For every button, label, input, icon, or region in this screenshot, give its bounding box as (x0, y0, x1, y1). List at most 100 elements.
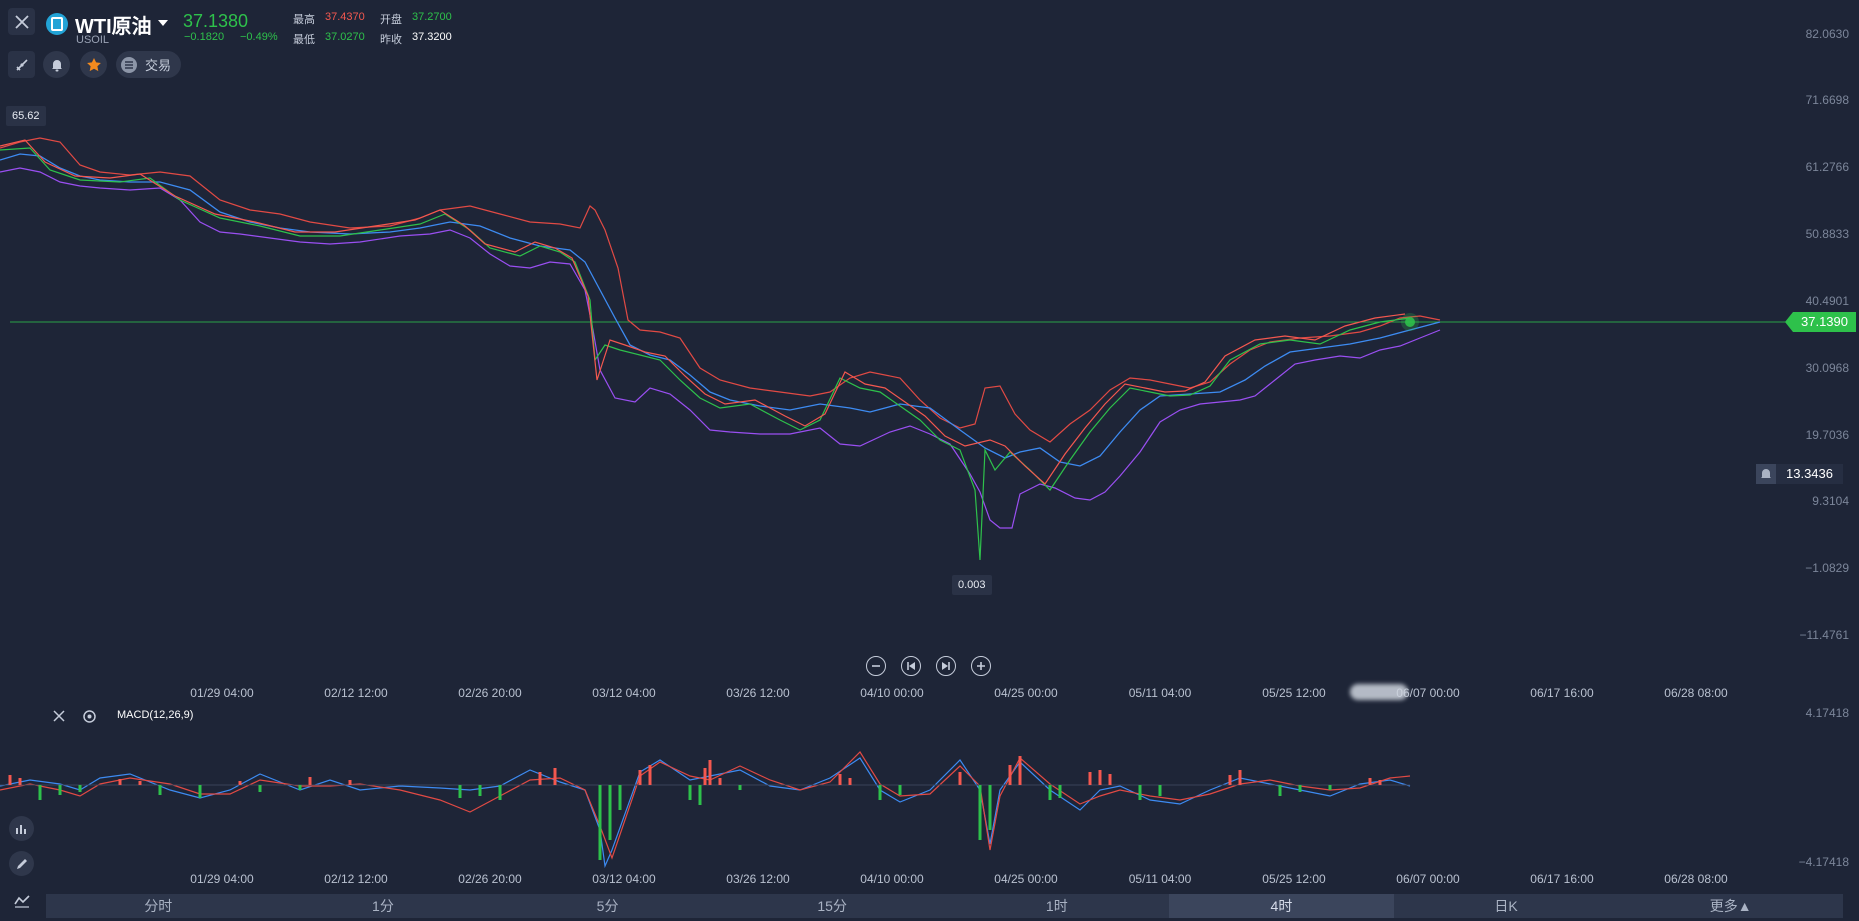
pencil-icon (16, 858, 27, 869)
price-change: −0.1820 (184, 31, 225, 43)
prev-close-value: 37.3200 (412, 31, 452, 43)
last-price: 37.1380 (183, 11, 249, 31)
tab-timeline[interactable]: 分时 (144, 898, 173, 914)
macd-time-axis-label: 06/07 00:00 (1396, 872, 1460, 886)
zoom-in-button[interactable] (971, 656, 991, 676)
macd-time-axis-label: 01/29 04:00 (190, 872, 254, 886)
time-axis-label: 01/29 04:00 (190, 686, 254, 700)
favorite-button[interactable] (80, 51, 107, 78)
crosshair-time-blur (1350, 684, 1408, 700)
indicator-tool-button[interactable] (9, 816, 34, 841)
price-axis-label: 30.0968 (1805, 361, 1849, 375)
draw-tool-button[interactable] (8, 51, 35, 78)
price-axis-label: 61.2766 (1805, 160, 1849, 174)
candlesticks (0, 139, 1411, 561)
alert-button[interactable] (43, 51, 70, 78)
indicator-close-button[interactable] (52, 709, 66, 728)
open-value: 37.2700 (412, 11, 452, 23)
skip-forward-icon (942, 662, 950, 670)
chevron-down-icon[interactable] (158, 20, 168, 26)
tab-4hour[interactable]: 4时 (1169, 894, 1394, 918)
time-axis-label: 05/25 12:00 (1262, 686, 1326, 700)
price-axis-label: 50.8833 (1805, 227, 1849, 241)
macd-time-axis-label: 03/26 12:00 (726, 872, 790, 886)
tab-15min[interactable]: 15分 (817, 898, 847, 914)
timeframe-tabs: 分时 1分 5分 15分 1时 4时 日K 更多▲ (46, 894, 1843, 918)
star-icon (86, 57, 101, 71)
line-chart-toggle[interactable] (9, 888, 34, 913)
tab-1min[interactable]: 1分 (372, 898, 394, 914)
skip-back-icon (907, 662, 915, 670)
line-chart-icon (13, 894, 30, 908)
high-value: 37.4370 (325, 11, 365, 23)
low-value: 37.0270 (325, 31, 365, 43)
time-axis-label: 02/26 20:00 (458, 686, 522, 700)
lower-band-line (0, 167, 1441, 529)
macd-axis-bottom: −4.17418 (1798, 855, 1849, 869)
min-price-marker: 0.003 (952, 575, 992, 595)
current-price-dot (1405, 317, 1415, 327)
open-label: 开盘 (380, 14, 402, 26)
current-price-value: 37.1390 (1793, 312, 1856, 332)
price-axis-label: 71.6698 (1805, 93, 1849, 107)
max-price-marker: 65.62 (6, 106, 46, 126)
alert-price-value: 13.3436 (1776, 464, 1843, 484)
price-axis-label: −11.4761 (1799, 628, 1850, 642)
tab-5min[interactable]: 5分 (596, 898, 619, 914)
indicator-settings-button[interactable] (82, 709, 97, 729)
edit-tool-button[interactable] (9, 851, 34, 876)
price-axis-label: −1.0829 (1805, 561, 1849, 575)
list-icon (121, 56, 137, 73)
symbol-logo (46, 13, 68, 35)
plus-icon (977, 662, 985, 670)
indicator-name: MACD(12,26,9) (117, 709, 194, 721)
time-axis-label: 05/11 04:00 (1128, 686, 1192, 700)
macd-time-axis-label: 04/25 00:00 (994, 872, 1058, 886)
time-axis-label: 04/10 00:00 (860, 686, 924, 700)
moving-average-line (0, 153, 1441, 467)
macd-time-axis-label: 03/12 04:00 (592, 872, 656, 886)
pen-line-icon (15, 58, 28, 71)
zoom-out-button[interactable] (866, 656, 886, 676)
tab-daily[interactable]: 日K (1494, 898, 1518, 914)
trade-button[interactable]: 交易 (116, 51, 181, 78)
tab-1hour[interactable]: 1时 (1045, 898, 1068, 914)
time-axis-label: 06/28 08:00 (1664, 686, 1728, 700)
price-change-pct: −0.49% (240, 31, 278, 43)
low-label: 最低 (293, 34, 315, 46)
macd-time-axis-label: 04/10 00:00 (860, 872, 924, 886)
macd-time-axis-label: 02/12 12:00 (324, 872, 388, 886)
time-axis-label: 03/26 12:00 (726, 686, 790, 700)
price-alert-tag[interactable]: 13.3436 (1756, 464, 1843, 484)
time-axis-label: 02/12 12:00 (324, 686, 388, 700)
symbol-code: USOIL (76, 34, 110, 46)
gear-icon (83, 710, 96, 723)
macd-time-axis-label: 06/28 08:00 (1664, 872, 1728, 886)
macd-time-axis-label: 06/17 16:00 (1530, 872, 1594, 886)
close-icon (53, 710, 65, 722)
scroll-start-button[interactable] (901, 656, 921, 676)
price-axis-label: 19.7036 (1805, 428, 1849, 442)
current-price-tag: 37.1390 (1785, 312, 1856, 332)
close-button[interactable] (8, 8, 35, 35)
macd-bars (8, 756, 1382, 860)
bell-icon (51, 59, 62, 71)
scroll-end-button[interactable] (936, 656, 956, 676)
price-axis-label: 82.0630 (1805, 27, 1849, 41)
time-axis-label: 06/17 16:00 (1530, 686, 1594, 700)
price-axis-label: 9.3104 (1812, 494, 1849, 508)
tab-more[interactable]: 更多▲ (1709, 898, 1752, 914)
macd-time-axis-label: 05/11 04:00 (1128, 872, 1192, 886)
price-axis-label: 40.4901 (1805, 294, 1849, 308)
macd-axis-top: 4.17418 (1805, 706, 1849, 720)
time-axis-label: 03/12 04:00 (592, 686, 656, 700)
time-axis-label: 06/07 00:00 (1396, 686, 1460, 700)
time-axis-label: 04/25 00:00 (994, 686, 1058, 700)
macd-time-axis-label: 05/25 12:00 (1262, 872, 1326, 886)
close-icon (14, 14, 29, 29)
high-label: 最高 (293, 14, 315, 26)
symbol-name[interactable]: WTI原油 (75, 16, 152, 38)
macd-time-axis-label: 02/26 20:00 (458, 872, 522, 886)
trade-label: 交易 (145, 58, 172, 73)
